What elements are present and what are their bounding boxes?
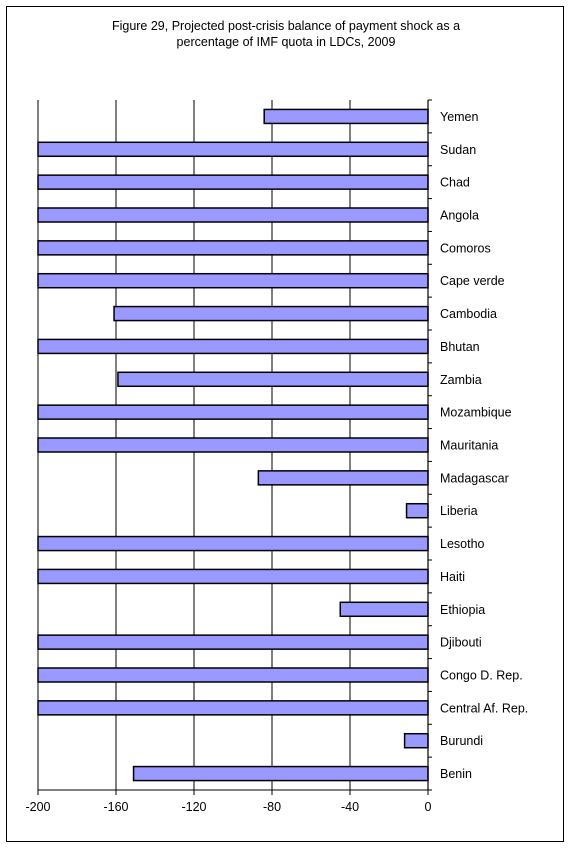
- category-label: Congo D. Rep.: [440, 669, 523, 683]
- bar: [37, 207, 429, 223]
- bar: [113, 305, 429, 322]
- category-label: Mauritania: [440, 439, 498, 453]
- bar: [257, 470, 429, 486]
- category-label: Haiti: [440, 570, 465, 584]
- category-label: Cape verde: [440, 274, 505, 288]
- category-label: Ethiopia: [440, 603, 485, 617]
- category-label: Sudan: [440, 143, 476, 157]
- bar: [37, 568, 429, 585]
- x-tick-label: -200: [25, 800, 50, 814]
- category-label: Liberia: [440, 504, 478, 518]
- category-label: Cambodia: [440, 307, 497, 321]
- bar: [37, 174, 429, 190]
- bar: [405, 502, 429, 519]
- category-label: Djibouti: [440, 636, 482, 650]
- category-label: Comoros: [440, 241, 491, 255]
- category-label: Burundi: [440, 734, 483, 748]
- bar: [117, 371, 429, 388]
- chart-title: Figure 29, Projected post-crisis balance…: [111, 19, 461, 49]
- labels: -200 -160 -120 -80 -40 0 Yemen Sudan Chad Angola C…: [25, 110, 528, 814]
- category-label: Angola: [440, 209, 479, 223]
- bar: [263, 108, 429, 125]
- category-label: Yemen: [440, 110, 479, 124]
- bar: [37, 272, 429, 289]
- bar: [37, 535, 429, 552]
- x-tick-label: -160: [103, 800, 128, 814]
- bar: [339, 601, 429, 618]
- bar: [403, 732, 429, 749]
- category-label: Mozambique: [440, 406, 512, 420]
- category-label: Benin: [440, 767, 472, 781]
- bars: [37, 108, 429, 782]
- bar: [37, 240, 429, 256]
- bar: [37, 634, 429, 650]
- bar: [37, 437, 429, 453]
- x-tick-label: 0: [425, 800, 432, 814]
- bar: [37, 338, 429, 355]
- bar: [132, 765, 429, 782]
- bar: [37, 141, 429, 158]
- bar: [37, 404, 429, 420]
- category-label: Bhutan: [440, 340, 480, 354]
- category-label: Lesotho: [440, 537, 485, 551]
- x-tick-label: -120: [181, 800, 206, 814]
- category-label: Madagascar: [440, 471, 509, 485]
- x-tick-label: -40: [341, 800, 359, 814]
- x-tick-label: -80: [263, 800, 281, 814]
- axes: [37, 99, 432, 795]
- category-label: Zambia: [440, 373, 482, 387]
- bar: [37, 667, 429, 683]
- category-label: Chad: [440, 176, 470, 190]
- bar: [37, 700, 429, 716]
- category-label: Central Af. Rep.: [440, 701, 528, 715]
